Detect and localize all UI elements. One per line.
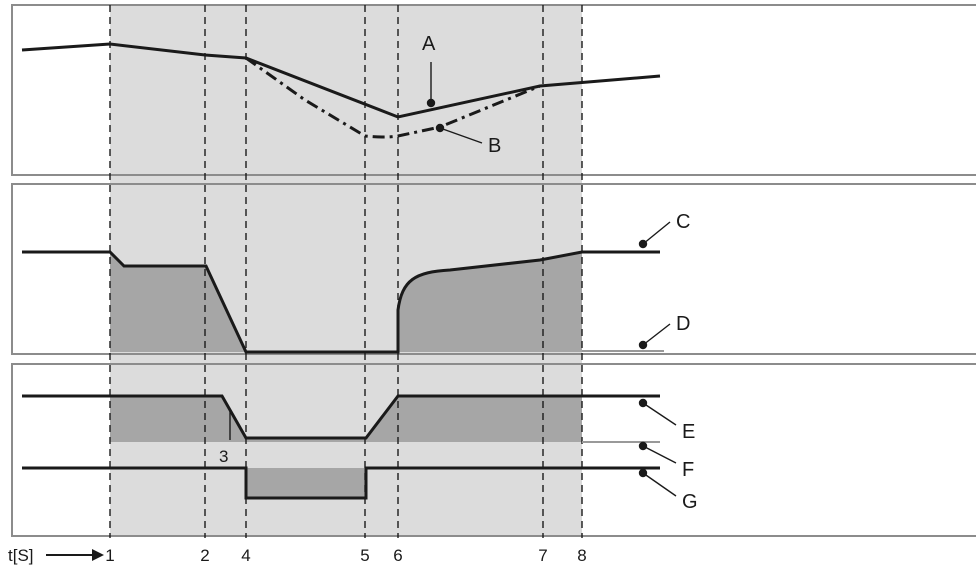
leader-b xyxy=(439,127,483,144)
time-arrow-icon xyxy=(92,549,104,561)
leader-g xyxy=(642,472,677,497)
label-d: D xyxy=(676,313,690,335)
time-axis-label: t[S] xyxy=(8,546,34,565)
leader-dot-g xyxy=(638,468,648,478)
label-g: G xyxy=(682,491,698,513)
leader-f xyxy=(642,445,677,464)
tick-1: 1 xyxy=(105,546,114,565)
curve-c xyxy=(22,250,660,354)
middle-shade-right xyxy=(398,252,582,352)
label-e: E xyxy=(682,421,695,443)
leaders xyxy=(229,62,677,497)
label-f: F xyxy=(682,459,694,481)
panel-top-frame xyxy=(11,4,976,176)
leader-d xyxy=(642,323,671,346)
label-a: A xyxy=(422,33,436,55)
label-b: B xyxy=(488,135,501,157)
curve-e xyxy=(22,394,660,440)
panel-bottom-frame xyxy=(11,363,976,537)
leader-c xyxy=(642,221,671,245)
time-markers xyxy=(109,5,583,538)
label-3: 3 xyxy=(219,447,228,466)
leader-dot-e xyxy=(638,398,648,408)
curve-b xyxy=(245,56,541,139)
tick-7: 7 xyxy=(538,546,547,565)
leader-dot-b xyxy=(435,123,445,133)
curve-g xyxy=(22,466,660,500)
leader-e xyxy=(642,402,677,426)
panel-middle-frame xyxy=(11,183,976,355)
leader-dot-d xyxy=(638,340,648,350)
tick-2: 2 xyxy=(200,546,209,565)
leader-dot-f xyxy=(638,441,648,451)
label-c: C xyxy=(676,211,690,233)
middle-shade-left xyxy=(110,252,246,352)
leader-dot-a xyxy=(426,98,436,108)
leader-dot-c xyxy=(638,239,648,249)
tick-4: 4 xyxy=(241,546,250,565)
tick-6: 6 xyxy=(393,546,402,565)
bottom-shade-g xyxy=(246,468,366,498)
tick-5: 5 xyxy=(360,546,369,565)
tick-8: 8 xyxy=(577,546,586,565)
